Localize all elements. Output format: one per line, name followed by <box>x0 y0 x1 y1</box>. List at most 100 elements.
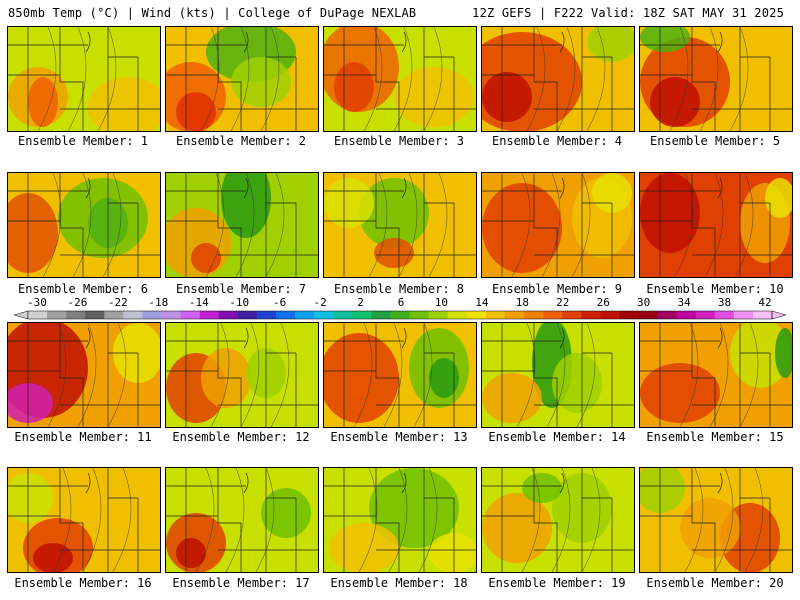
ensemble-member-label: Ensemble Member: 7 <box>175 282 307 296</box>
ensemble-member-label: Ensemble Member: 20 <box>646 576 784 590</box>
ensemble-member-label: Ensemble Member: 9 <box>491 282 623 296</box>
wind-contours <box>526 27 606 131</box>
colorbar-swatch <box>104 311 124 319</box>
wind-contours <box>195 468 275 572</box>
ensemble-member-map <box>639 322 793 428</box>
colorbar-tick-label: 22 <box>556 296 570 309</box>
state-borders <box>482 27 634 131</box>
state-borders <box>8 468 160 572</box>
temperature-field <box>482 173 634 277</box>
temperature-field <box>324 173 476 277</box>
state-borders <box>8 323 160 427</box>
wind-contours <box>363 27 443 131</box>
colorbar-swatch <box>657 311 677 319</box>
wind-contours <box>210 323 290 427</box>
temperature-region <box>765 178 792 218</box>
temperature-region <box>33 543 73 572</box>
temperature-region <box>640 173 700 253</box>
temperature-region <box>221 173 271 238</box>
ensemble-member-label: Ensemble Member: 19 <box>488 576 626 590</box>
ensemble-member-map <box>7 322 161 428</box>
temperature-region <box>429 358 459 398</box>
temperature-region <box>8 473 53 523</box>
ensemble-member-label: Ensemble Member: 14 <box>488 430 626 444</box>
ensemble-member-label: Ensemble Member: 17 <box>172 576 310 590</box>
temperature-region <box>329 523 399 572</box>
wind-contours <box>679 323 759 427</box>
state-borders <box>482 468 634 572</box>
temperature-region <box>261 488 311 538</box>
temperature-field <box>324 323 476 427</box>
colorbar-swatch <box>638 311 658 319</box>
ensemble-member-label: Ensemble Member: 3 <box>333 134 465 148</box>
colorbar-swatch <box>199 311 220 319</box>
temperature-colorbar <box>14 310 786 320</box>
colorbar-swatch <box>504 311 525 319</box>
temperature-field <box>166 468 318 572</box>
ensemble-member-map <box>323 172 477 278</box>
wind-contours <box>205 173 285 277</box>
colorbar-swatch <box>752 311 773 319</box>
colorbar-swatch <box>676 311 696 319</box>
colorbar-tick-label: -6 <box>273 296 287 309</box>
colorbar-tick-label: -30 <box>27 296 47 309</box>
colorbar-tick-label: 42 <box>758 296 772 309</box>
colorbar-swatch <box>142 311 162 319</box>
temperature-field <box>8 173 160 277</box>
wind-contours <box>674 173 754 277</box>
temperature-region <box>640 363 720 423</box>
colorbar-tick-label: -18 <box>148 296 169 309</box>
ensemble-member-label: Ensemble Member: 1 <box>17 134 149 148</box>
temperature-region <box>176 538 206 568</box>
state-borders <box>640 323 792 427</box>
state-borders <box>324 173 476 277</box>
ensemble-member-map <box>165 172 319 278</box>
temperature-field <box>324 468 476 572</box>
temperature-region <box>324 178 374 228</box>
ensemble-member-map <box>639 172 793 278</box>
state-borders <box>640 468 792 572</box>
temperature-field <box>640 323 792 427</box>
colorbar-swatch <box>695 311 716 319</box>
colorbar-tick-label: 14 <box>475 296 489 309</box>
colorbar-swatch <box>428 311 448 319</box>
ensemble-member-label: Ensemble Member: 18 <box>330 576 468 590</box>
colorbar-swatch <box>485 311 506 319</box>
wind-contours <box>511 173 591 277</box>
colorbar-swatch <box>562 311 582 319</box>
colorbar-swatch <box>733 311 754 319</box>
state-borders <box>166 173 318 277</box>
ensemble-member-map <box>7 172 161 278</box>
ensemble-member-map <box>7 26 161 132</box>
temperature-field <box>8 27 160 131</box>
colorbar-swatch <box>390 311 410 319</box>
temperature-field <box>482 323 634 427</box>
colorbar-tick-label: 6 <box>397 296 405 309</box>
colorbar-tick-label: -10 <box>229 296 250 309</box>
state-borders <box>166 323 318 427</box>
colorbar-tick-label: -22 <box>107 296 128 309</box>
colorbar-tick-label: 10 <box>434 296 449 309</box>
colorbar-swatch <box>237 311 258 319</box>
ensemble-member-map <box>323 26 477 132</box>
ensemble-member-label: Ensemble Member: 4 <box>491 134 623 148</box>
ensemble-member-map <box>481 322 635 428</box>
wind-contours <box>47 323 127 427</box>
colorbar-swatch <box>447 311 468 319</box>
colorbar-swatch <box>276 311 296 319</box>
temperature-field <box>324 27 476 131</box>
ensemble-member-map <box>481 467 635 573</box>
temperature-region <box>680 498 740 558</box>
state-borders <box>166 27 318 131</box>
colorbar-swatch <box>409 311 429 319</box>
colorbar-tick-label: -14 <box>188 296 209 309</box>
colorbar-left-arrow <box>14 310 29 320</box>
temperature-field <box>482 468 634 572</box>
colorbar-swatch <box>466 311 487 319</box>
temperature-region <box>482 72 532 122</box>
temperature-region <box>650 77 700 127</box>
ensemble-member-label: Ensemble Member: 10 <box>646 282 784 296</box>
ensemble-member-map <box>323 322 477 428</box>
temperature-field <box>166 323 318 427</box>
ensemble-member-map <box>639 26 793 132</box>
